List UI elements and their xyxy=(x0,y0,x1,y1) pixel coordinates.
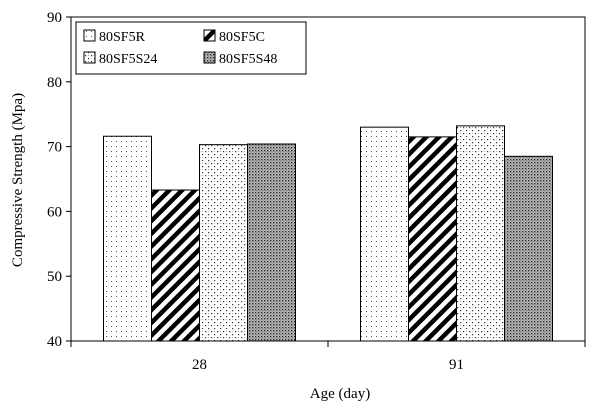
legend-swatch xyxy=(203,29,216,42)
x-tick-label: 91 xyxy=(449,357,464,373)
legend-box xyxy=(75,21,307,75)
bar-80SF5R-28 xyxy=(103,135,152,342)
y-axis: 40 50 60 70 80 90 xyxy=(47,10,71,350)
y-tick-label: 40 xyxy=(47,334,62,350)
y-tick-label: 80 xyxy=(47,75,62,91)
legend: 80SF5R 80SF5C 80SF5S24 80SF5S48 xyxy=(75,21,307,75)
x-axis: 28 91 xyxy=(70,341,586,373)
bar-80SF5S24-91 xyxy=(456,125,505,342)
x-tick-label: 28 xyxy=(192,357,207,373)
bar-80SF5C-28 xyxy=(151,189,200,342)
x-axis-title: Age (day) xyxy=(310,386,370,402)
bar-80SF5R-91 xyxy=(360,126,409,342)
bar-80SF5S48-28 xyxy=(247,143,296,342)
bar-80SF5S48-91 xyxy=(504,155,553,342)
legend-swatch xyxy=(203,51,216,64)
legend-label: 80SF5S24 xyxy=(99,52,157,67)
bars xyxy=(103,125,553,342)
legend-label: 80SF5R xyxy=(99,30,146,45)
bar-80SF5S24-28 xyxy=(199,144,248,342)
y-axis-title: Compressive Strength (Mpa) xyxy=(10,93,26,267)
y-tick-label: 90 xyxy=(47,10,62,26)
legend-swatch xyxy=(83,51,96,64)
legend-swatch xyxy=(83,29,96,42)
y-tick-label: 50 xyxy=(47,269,62,285)
bar-80SF5C-91 xyxy=(408,136,457,342)
legend-label: 80SF5S48 xyxy=(219,52,277,67)
legend-label: 80SF5C xyxy=(219,30,265,45)
y-tick-label: 60 xyxy=(47,204,62,220)
y-tick-label: 70 xyxy=(47,140,62,156)
